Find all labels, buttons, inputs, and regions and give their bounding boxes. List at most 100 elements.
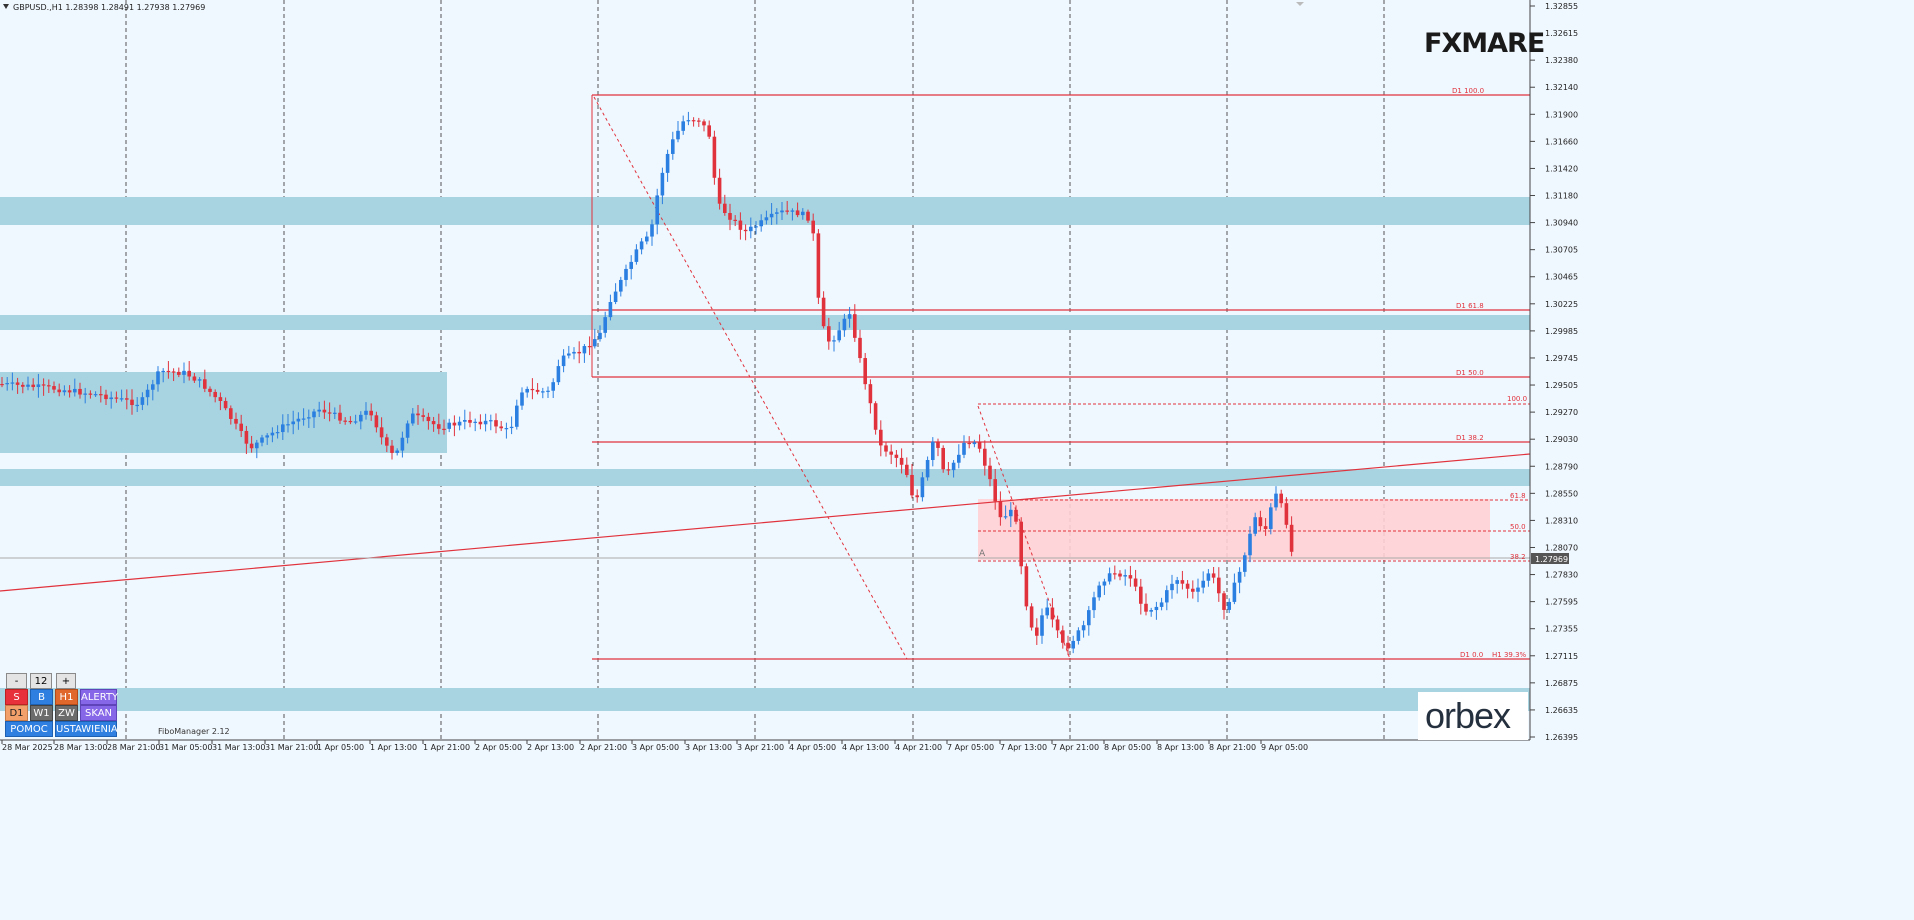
settings-button[interactable]: USTAWIENIA: [55, 721, 118, 737]
fibo-level-label: D1 61.8: [1456, 302, 1484, 310]
candle-body: [431, 421, 436, 425]
candle-body: [899, 457, 904, 465]
time-tick-label: 2 Apr 13:00: [527, 743, 574, 752]
chart-labels: D1 100.0 D1 61.8 D1 50.0 D1 38.2 D1 0.0 H1 39…: [3, 2, 1527, 736]
candle-body: [275, 432, 280, 434]
candle-body: [244, 430, 249, 444]
help-button[interactable]: POMOC: [5, 721, 53, 737]
candle-body: [291, 421, 295, 425]
candle-body: [296, 418, 301, 422]
candle-body: [1035, 627, 1039, 636]
price-tick-label: 1.27595: [1545, 598, 1578, 607]
candle-body: [1144, 603, 1148, 612]
candle-body: [1253, 517, 1257, 534]
candle-body: [203, 379, 207, 389]
candle-body: [827, 326, 831, 342]
price-tick-label: 1.30705: [1545, 246, 1578, 255]
candle-body: [577, 351, 581, 354]
d1-button[interactable]: D1: [5, 705, 28, 721]
candle-body: [312, 411, 316, 418]
candle-body: [1092, 597, 1096, 611]
candle-body: [598, 332, 602, 340]
scan-button[interactable]: SKAN: [80, 705, 117, 721]
candle-body: [1165, 590, 1169, 603]
w1-button[interactable]: W1: [30, 705, 53, 721]
sell-button[interactable]: S: [5, 689, 28, 705]
fibo-retracement-zone: [978, 499, 1490, 560]
candle-body: [905, 464, 909, 475]
candlesticks: [0, 111, 1294, 656]
time-tick-label: 9 Apr 05:00: [1261, 743, 1308, 752]
candle-body: [837, 330, 841, 341]
candle-body: [93, 394, 98, 396]
price-tick-label: 1.30225: [1545, 300, 1578, 309]
candle-body: [83, 393, 87, 395]
candle-body: [442, 428, 446, 431]
fibo-diagonal: [593, 96, 908, 660]
candle-body: [832, 340, 836, 342]
candle-body: [707, 125, 711, 137]
candle-body: [691, 120, 696, 122]
candle-body: [457, 421, 462, 426]
alerts-button[interactable]: ALERTY: [80, 689, 118, 705]
candle-body: [821, 297, 826, 327]
candle-body: [717, 177, 722, 204]
point-a-label: A: [979, 549, 986, 559]
candle-body: [546, 390, 550, 392]
candle-body: [1274, 493, 1278, 508]
candle-body: [1113, 573, 1117, 575]
price-zone: [0, 315, 1530, 330]
time-tick-label: 3 Apr 05:00: [632, 743, 679, 752]
candle-body: [73, 388, 77, 393]
time-tick-label: 4 Apr 05:00: [789, 743, 836, 752]
candle-body: [197, 379, 202, 381]
time-tick-label: 8 Apr 05:00: [1104, 743, 1151, 752]
zw-button[interactable]: ZW: [55, 705, 78, 721]
h1-button[interactable]: H1: [55, 689, 78, 705]
candle-body: [104, 394, 108, 400]
candle-body: [156, 371, 160, 385]
support-resistance-zones: [0, 197, 1530, 711]
candle-body: [936, 441, 940, 448]
candle-body: [1071, 640, 1075, 649]
candle-body: [655, 195, 659, 225]
time-tick-label: 3 Apr 21:00: [737, 743, 784, 752]
candle-body: [541, 391, 545, 393]
candle-body: [494, 420, 498, 427]
buy-button[interactable]: B: [30, 689, 53, 705]
candle-body: [603, 317, 607, 333]
lot-value-field[interactable]: 12: [30, 673, 52, 689]
price-tick-label: 1.27355: [1545, 625, 1578, 634]
candle-body: [1217, 577, 1221, 594]
candle-body: [723, 203, 727, 214]
candle-body: [369, 410, 373, 416]
candle-body: [1123, 575, 1127, 577]
candle-body: [447, 422, 451, 429]
candle-body: [67, 390, 72, 393]
decrease-button[interactable]: -: [6, 673, 27, 689]
current-price-label: 1.27969: [1535, 555, 1568, 564]
current-price-box: [1531, 553, 1569, 564]
candle-body: [795, 210, 800, 216]
candle-body: [1248, 533, 1252, 556]
candle-body: [114, 397, 119, 399]
candle-body: [364, 410, 368, 415]
candle-body: [712, 136, 717, 178]
candle-body: [182, 370, 186, 375]
candle-body: [177, 371, 181, 375]
candle-body: [426, 416, 431, 422]
candle-body: [1159, 602, 1164, 607]
candle-body: [1087, 610, 1091, 626]
candle-body: [353, 421, 358, 423]
candle-body: [920, 477, 925, 498]
retracement-box: [978, 499, 1490, 560]
candle-body: [411, 413, 415, 424]
candle-body: [587, 346, 592, 348]
candle-body: [359, 414, 363, 422]
candle-body: [390, 445, 394, 453]
candle-body: [1128, 575, 1133, 579]
candle-body: [743, 229, 748, 232]
increase-button[interactable]: +: [56, 673, 76, 689]
time-tick-label: 4 Apr 13:00: [842, 743, 889, 752]
